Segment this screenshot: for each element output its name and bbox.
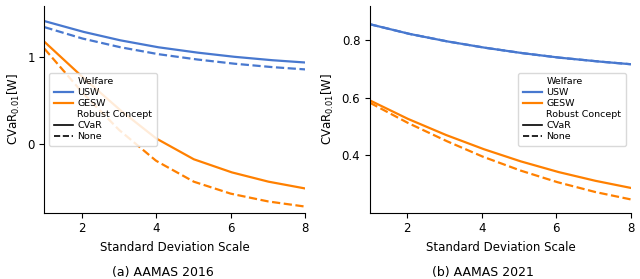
Y-axis label: CVaR$_{0.01}$[W]: CVaR$_{0.01}$[W] — [320, 73, 336, 145]
X-axis label: Standard Deviation Scale: Standard Deviation Scale — [426, 241, 575, 254]
Legend: Welfare, USW, GESW, Robust Concept, CVaR, None: Welfare, USW, GESW, Robust Concept, CVaR… — [49, 73, 157, 146]
Legend: Welfare, USW, GESW, Robust Concept, CVaR, None: Welfare, USW, GESW, Robust Concept, CVaR… — [518, 73, 626, 146]
Text: (a) AAMAS 2016: (a) AAMAS 2016 — [113, 266, 214, 279]
Text: (b) AAMAS 2021: (b) AAMAS 2021 — [432, 266, 534, 279]
Y-axis label: CVaR$_{0.01}$[W]: CVaR$_{0.01}$[W] — [6, 73, 22, 145]
X-axis label: Standard Deviation Scale: Standard Deviation Scale — [100, 241, 250, 254]
